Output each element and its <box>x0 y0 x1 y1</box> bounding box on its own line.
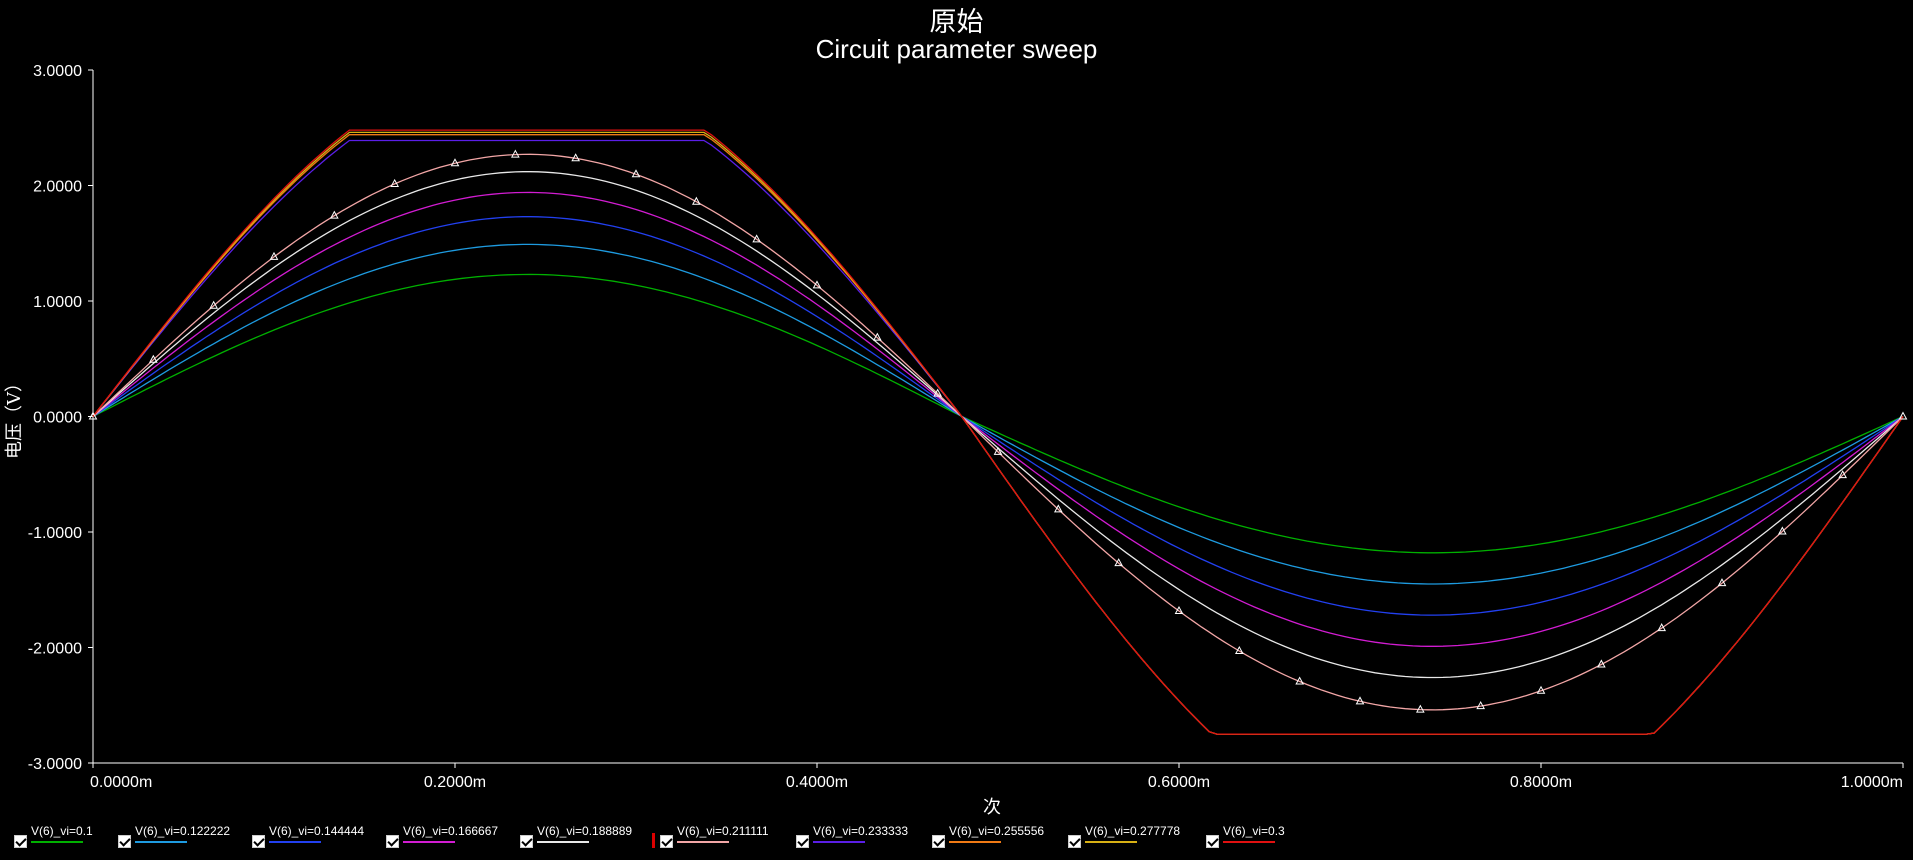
legend-checkbox[interactable] <box>932 835 945 848</box>
series-marker <box>933 388 943 397</box>
series-line <box>92 216 1904 616</box>
series-marker <box>691 196 701 205</box>
series-marker <box>872 332 882 341</box>
legend-swatch <box>677 841 729 843</box>
series-line <box>92 243 1904 585</box>
legend-swatch <box>135 841 187 843</box>
legend-checkbox[interactable] <box>796 835 809 848</box>
legend-label: V(6)_vi=0.277778 <box>1085 824 1181 838</box>
series-marker <box>209 300 219 309</box>
y-tick-label: 3.0000 <box>33 63 82 80</box>
series-marker <box>1053 504 1063 513</box>
series-marker <box>1898 411 1908 420</box>
series-marker <box>1777 526 1787 535</box>
series-marker <box>148 354 158 363</box>
legend-label: V(6)_vi=0.166667 <box>403 824 499 838</box>
legend-label: V(6)_vi=0.233333 <box>813 824 909 838</box>
y-tick-label: 1.0000 <box>33 294 82 311</box>
x-tick-label: 0.6000m <box>1148 774 1210 791</box>
series-marker <box>1295 676 1305 685</box>
series-line <box>92 129 1904 735</box>
series-marker <box>1536 685 1546 694</box>
legend-swatch <box>403 841 455 843</box>
series-marker <box>1838 470 1848 479</box>
series-line <box>92 153 1904 711</box>
series-marker <box>631 169 641 178</box>
x-tick-label: 0.0000m <box>90 774 152 791</box>
x-axis-label: 次 <box>983 797 1001 818</box>
legend-checkbox[interactable] <box>14 835 27 848</box>
legend-label: V(6)_vi=0.188889 <box>537 824 633 838</box>
legend-checkbox[interactable] <box>1206 835 1219 848</box>
legend-label: V(6)_vi=0.3 <box>1223 824 1285 838</box>
legend-swatch <box>949 841 1001 843</box>
series-marker <box>1114 558 1124 567</box>
series-marker <box>993 446 1003 455</box>
series-marker <box>450 158 460 167</box>
y-tick-label: -1.0000 <box>28 525 82 542</box>
legend-checkbox[interactable] <box>118 835 131 848</box>
legend-label: V(6)_vi=0.122222 <box>135 824 231 838</box>
legend-swatch <box>1085 841 1137 843</box>
axes: 3.0000 2.0000 1.0000 0.0000 -1.0000 -2.0000 -3… <box>4 63 1904 818</box>
series-layer <box>92 129 1904 735</box>
series-marker <box>1174 605 1184 615</box>
legend-label: V(6)_vi=0.255556 <box>949 824 1045 838</box>
legend-checkbox[interactable] <box>1068 835 1081 848</box>
legend-checkbox[interactable] <box>252 835 265 848</box>
series-marker <box>269 251 279 260</box>
legend-swatch <box>537 841 589 843</box>
y-tick-label: -2.0000 <box>28 641 82 658</box>
series-line <box>92 134 1904 735</box>
series-marker <box>752 234 762 243</box>
legend-checkbox[interactable] <box>520 835 533 848</box>
chart-canvas[interactable]: 3.0000 2.0000 1.0000 0.0000 -1.0000 -2.0000 -3… <box>0 0 1913 822</box>
chart-subtitle: Circuit parameter sweep <box>815 34 1098 64</box>
series-line <box>92 273 1904 554</box>
y-tick-label: 2.0000 <box>33 179 82 196</box>
series-marker <box>571 153 581 162</box>
series-line <box>92 191 1904 647</box>
legend-swatch <box>269 841 321 843</box>
series-marker <box>88 411 98 420</box>
y-axis-label: 电压（V） <box>4 374 25 459</box>
legend-label: V(6)_vi=0.211111 <box>677 824 769 838</box>
series-marker <box>390 178 400 187</box>
markers-layer <box>88 149 1908 713</box>
series-marker <box>329 210 339 219</box>
series-marker <box>1234 645 1244 655</box>
series-line <box>92 171 1904 679</box>
legend-swatch <box>813 841 865 843</box>
series-marker <box>1415 704 1425 713</box>
chart-title: 原始 <box>929 7 984 38</box>
legend: V(6)_vi=0.1 V(6)_vi=0.122222 V(6)_vi=0.144… <box>0 822 1913 860</box>
x-tick-label: 0.8000m <box>1510 774 1572 791</box>
legend-selection-marker <box>652 833 655 848</box>
series-marker <box>1596 659 1606 668</box>
y-tick-label: 0.0000 <box>33 410 82 427</box>
x-tick-label: 0.4000m <box>786 774 848 791</box>
series-marker <box>510 149 520 158</box>
y-tick-label: -3.0000 <box>28 756 82 773</box>
legend-label: V(6)_vi=0.1 <box>31 824 93 838</box>
legend-checkbox[interactable] <box>660 835 673 848</box>
series-marker <box>1355 696 1365 705</box>
series-marker <box>1717 578 1727 587</box>
x-tick-label: 0.2000m <box>424 774 486 791</box>
series-marker <box>1657 623 1667 632</box>
legend-swatch <box>1223 841 1275 843</box>
legend-checkbox[interactable] <box>386 835 399 848</box>
legend-label: V(6)_vi=0.144444 <box>269 824 365 838</box>
series-marker <box>812 280 822 289</box>
x-tick-label: 1.0000m <box>1841 774 1903 791</box>
series-marker <box>1476 701 1486 710</box>
legend-swatch <box>31 841 83 843</box>
